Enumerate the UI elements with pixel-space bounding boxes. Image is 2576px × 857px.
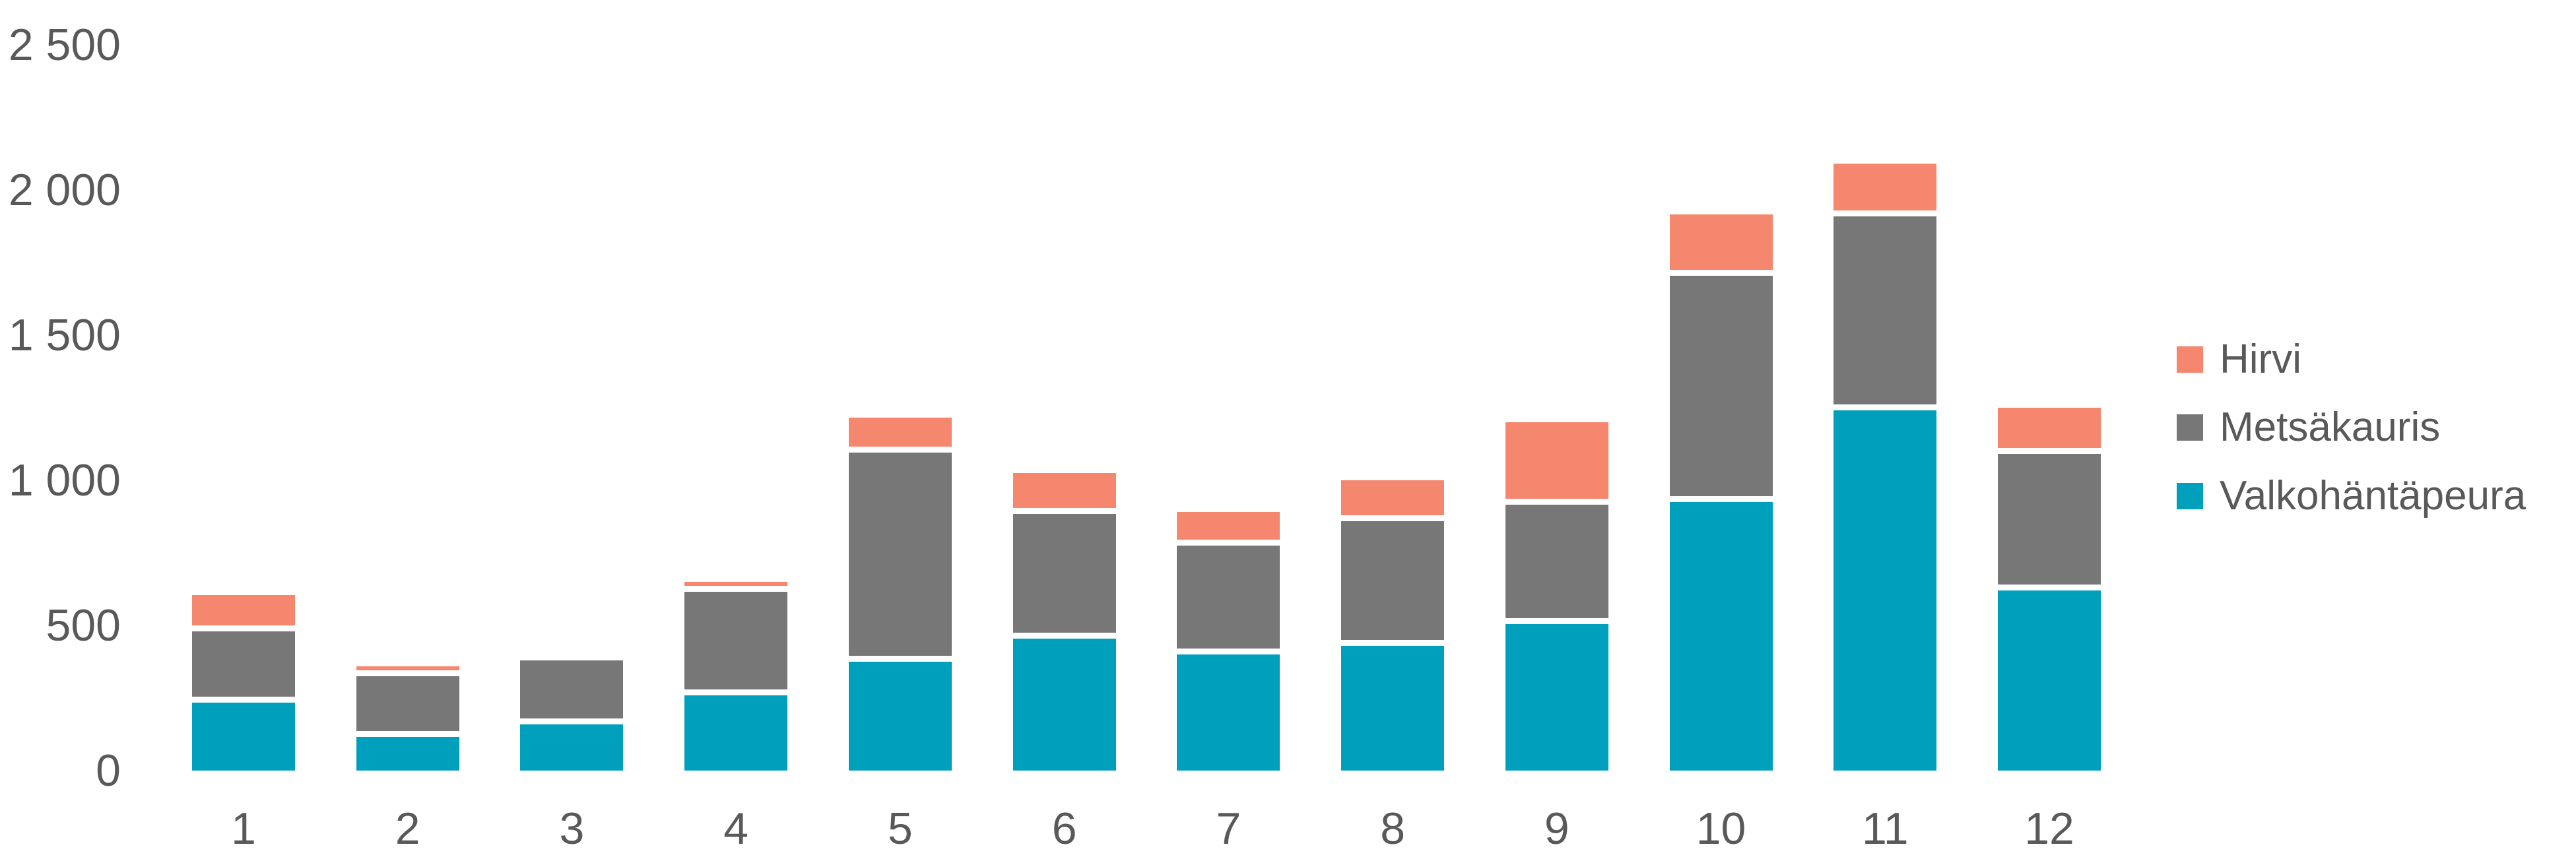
bar-month-9 (1505, 422, 1608, 771)
bar-segment-valkohäntäpeura (1341, 645, 1445, 771)
bar-segment-hirvi (356, 666, 459, 677)
bar-segment-valkohäntäpeura (1012, 638, 1116, 771)
bar-segment-valkohäntäpeura (848, 662, 952, 771)
x-axis-label: 4 (723, 804, 749, 854)
bar-segment-hirvi (1012, 473, 1116, 514)
bar-segment-valkohäntäpeura (356, 737, 459, 771)
bar-segment-metsäkauris (848, 453, 952, 662)
legend-swatch (2177, 483, 2203, 509)
bar-segment-hirvi (1833, 164, 1937, 216)
bar-month-12 (1998, 408, 2101, 771)
bar-segment-metsäkauris (1833, 216, 1937, 411)
bar-segment-hirvi (1505, 422, 1608, 505)
legend-swatch (2177, 414, 2203, 441)
bar-segment-hirvi (192, 594, 295, 631)
legend-item-hirvi: Hirvi (2177, 339, 2301, 380)
bar-segment-valkohäntäpeura (520, 724, 624, 771)
legend-item-metsäkauris: Metsäkauris (2177, 407, 2440, 448)
bar-month-7 (1177, 512, 1280, 771)
bar-segment-hirvi (1669, 214, 1773, 276)
bar-month-2 (356, 666, 459, 771)
x-axis-label: 6 (1051, 804, 1077, 854)
legend-label: Valkohäntäpeura (2220, 473, 2526, 519)
y-axis-tick-label: 2 000 (8, 165, 121, 215)
bar-segment-metsäkauris (1177, 546, 1280, 654)
legend-swatch (2177, 346, 2203, 373)
bar-segment-metsäkauris (520, 660, 624, 724)
bar-month-1 (192, 594, 295, 771)
bar-segment-metsäkauris (1669, 275, 1773, 502)
y-axis-tick-label: 1 500 (8, 310, 121, 360)
bar-segment-metsäkauris (684, 592, 788, 695)
legend-item-valkohäntäpeura: Valkohäntäpeura (2177, 476, 2526, 517)
x-axis-label: 11 (1862, 804, 1909, 854)
y-axis-tick-label: 0 (96, 746, 121, 796)
bar-segment-metsäkauris (356, 676, 459, 738)
bar-segment-hirvi (1341, 480, 1445, 521)
x-axis-label: 7 (1216, 804, 1241, 854)
bar-segment-valkohäntäpeura (1669, 502, 1773, 771)
y-axis-tick-label: 1 000 (8, 455, 121, 505)
bar-segment-valkohäntäpeura (1177, 654, 1280, 771)
y-axis-tick-label: 500 (46, 600, 121, 651)
x-axis-label: 2 (395, 804, 420, 854)
bar-month-4 (684, 582, 788, 771)
bar-segment-metsäkauris (1012, 513, 1116, 639)
bar-segment-hirvi (1177, 512, 1280, 546)
bar-month-6 (1012, 473, 1116, 771)
bar-segment-valkohäntäpeura (1998, 590, 2101, 771)
bar-segment-metsäkauris (1998, 454, 2101, 591)
x-axis-label: 8 (1380, 804, 1406, 854)
legend-label: Metsäkauris (2220, 404, 2441, 450)
bar-segment-hirvi (684, 582, 788, 592)
bar-segment-valkohäntäpeura (684, 695, 788, 771)
bar-segment-metsäkauris (1505, 505, 1608, 624)
bar-month-10 (1669, 214, 1773, 771)
legend-label: Hirvi (2220, 336, 2301, 382)
bar-segment-hirvi (1998, 408, 2101, 455)
bar-segment-metsäkauris (1341, 521, 1445, 646)
bar-segment-metsäkauris (192, 631, 295, 703)
x-axis-label: 9 (1544, 804, 1569, 854)
x-axis-label: 12 (2024, 804, 2074, 854)
bar-segment-hirvi (848, 418, 952, 453)
y-axis-tick-label: 2 500 (8, 20, 121, 70)
x-axis-label: 10 (1696, 804, 1746, 854)
bar-segment-valkohäntäpeura (1833, 410, 1937, 771)
x-axis-label: 5 (887, 804, 913, 854)
x-axis-label: 3 (559, 804, 585, 854)
bar-month-5 (848, 418, 952, 771)
bar-month-8 (1341, 480, 1445, 771)
bar-segment-valkohäntäpeura (1505, 623, 1608, 771)
bar-month-3 (520, 660, 624, 771)
bar-month-11 (1833, 164, 1937, 771)
x-axis-label: 1 (231, 804, 256, 854)
bar-segment-valkohäntäpeura (192, 702, 295, 771)
